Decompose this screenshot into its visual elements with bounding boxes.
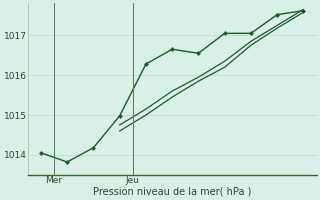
- X-axis label: Pression niveau de la mer( hPa ): Pression niveau de la mer( hPa ): [93, 187, 252, 197]
